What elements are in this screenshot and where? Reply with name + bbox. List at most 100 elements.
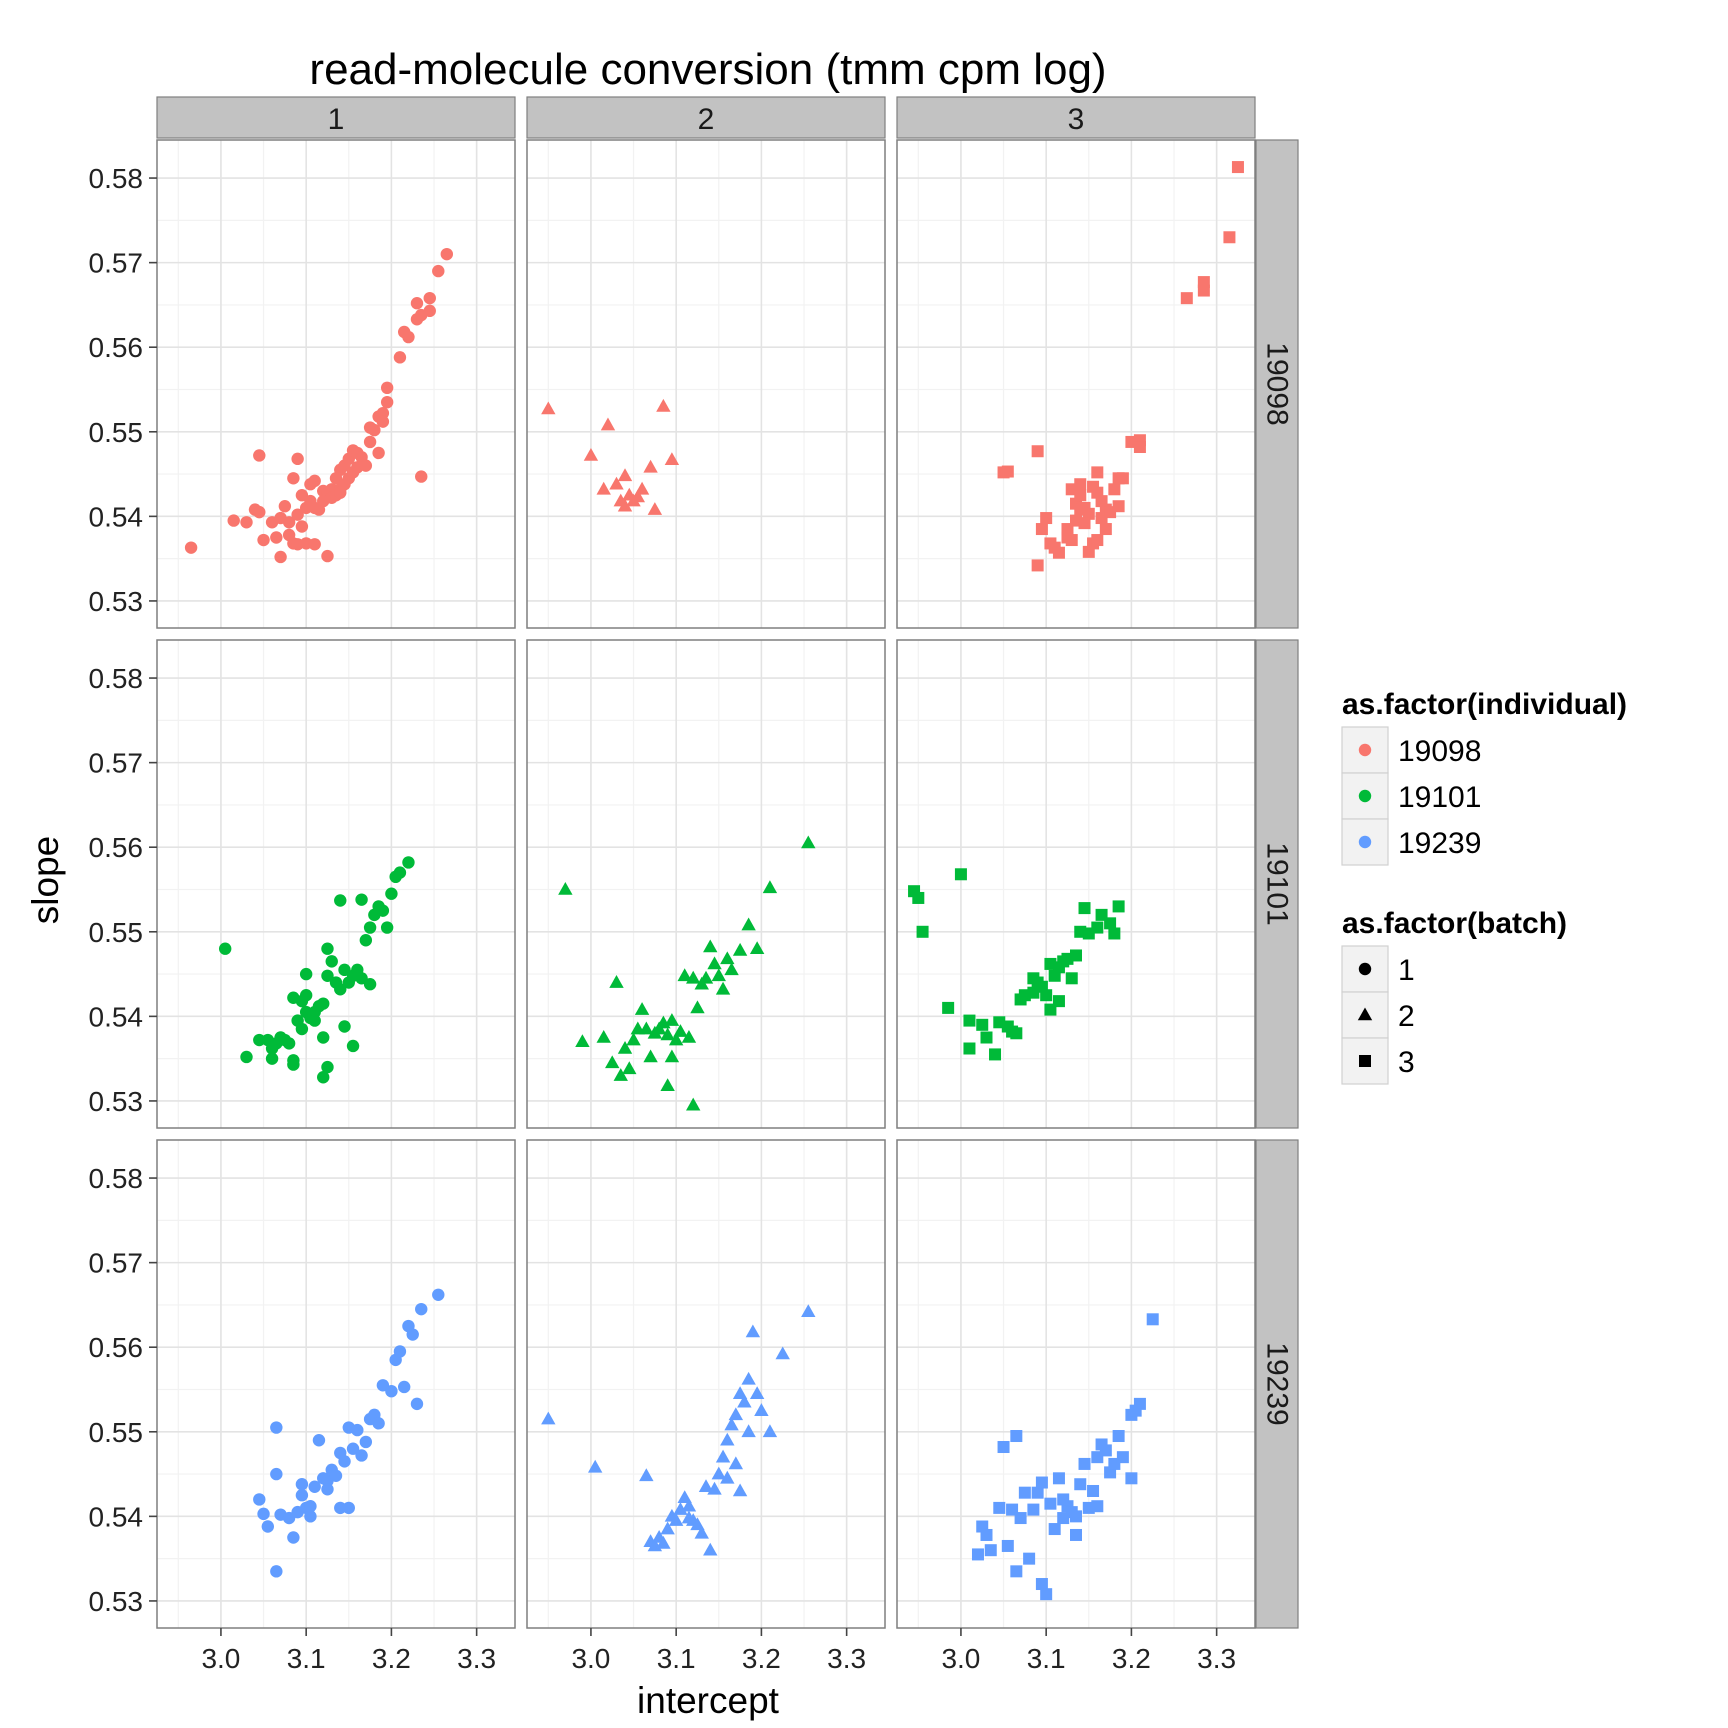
panel bbox=[896, 639, 1256, 1129]
data-point bbox=[334, 983, 347, 996]
data-point bbox=[270, 1467, 283, 1481]
data-point bbox=[351, 1423, 364, 1437]
data-point bbox=[1108, 483, 1121, 496]
data-point bbox=[261, 1520, 275, 1533]
data-point bbox=[617, 1040, 633, 1054]
panel-border bbox=[896, 1139, 1256, 1629]
data-point bbox=[1099, 523, 1112, 536]
data-point bbox=[587, 1459, 603, 1473]
data-point bbox=[647, 502, 663, 515]
data-point bbox=[1104, 917, 1117, 930]
x-tick-label: 3.0 bbox=[571, 1643, 610, 1674]
data-point bbox=[282, 516, 296, 529]
data-point bbox=[308, 1014, 321, 1027]
y-tick-label: 0.58 bbox=[89, 1163, 144, 1194]
data-point bbox=[287, 472, 300, 485]
data-point bbox=[299, 967, 313, 981]
data-point bbox=[1133, 441, 1146, 454]
legend-shape-label: 2 bbox=[1398, 1000, 1415, 1033]
facet-col-label: 2 bbox=[698, 103, 715, 136]
data-point bbox=[715, 981, 731, 995]
data-point bbox=[359, 934, 373, 947]
data-point bbox=[720, 1432, 735, 1446]
facet-col-label: 1 bbox=[328, 103, 345, 136]
data-point bbox=[402, 330, 415, 344]
data-point bbox=[741, 1371, 756, 1385]
data-point bbox=[686, 1097, 701, 1111]
panel bbox=[156, 1139, 516, 1629]
data-point bbox=[690, 1517, 705, 1531]
data-point bbox=[1231, 161, 1244, 174]
data-point bbox=[728, 1456, 744, 1470]
data-point bbox=[703, 1542, 718, 1556]
data-point bbox=[1031, 1486, 1044, 1499]
strip-background bbox=[1255, 1139, 1299, 1629]
data-point bbox=[227, 514, 240, 527]
data-point bbox=[423, 304, 436, 318]
data-point bbox=[1027, 1503, 1040, 1516]
data-point bbox=[359, 459, 373, 472]
strip-background bbox=[526, 96, 886, 139]
legend-shape-marker bbox=[1358, 962, 1372, 976]
y-tick-label: 0.56 bbox=[89, 332, 144, 363]
data-point bbox=[749, 941, 765, 955]
data-point bbox=[1070, 1510, 1082, 1523]
legend-shape-marker bbox=[1359, 1055, 1371, 1067]
legend-color-marker bbox=[1358, 789, 1372, 803]
data-point bbox=[1091, 1500, 1104, 1513]
data-point bbox=[376, 415, 390, 428]
x-tick-label: 3.2 bbox=[372, 1643, 411, 1674]
facet-row-label: 19239 bbox=[1261, 1342, 1294, 1425]
x-tick-label: 3.3 bbox=[827, 1643, 866, 1674]
y-tick-label: 0.56 bbox=[89, 1332, 144, 1363]
data-point bbox=[681, 1030, 697, 1043]
data-point bbox=[342, 1501, 355, 1515]
data-point bbox=[240, 1050, 253, 1064]
data-point bbox=[1048, 1523, 1061, 1536]
data-point bbox=[308, 474, 321, 488]
data-point bbox=[775, 1346, 790, 1360]
data-point bbox=[634, 481, 650, 495]
data-point bbox=[406, 1328, 419, 1341]
data-point bbox=[291, 508, 304, 521]
facet-strips: 1 2 3 19098 19101 19239 bbox=[156, 96, 1299, 1629]
y-axis-title: slope bbox=[25, 836, 66, 924]
x-axes: 3.0 3.1 3.2 3.3 3.0 3.1 3.2 3.3 3.0 3.1 3.2 3.3 bbox=[201, 1628, 1236, 1674]
data-point bbox=[321, 1483, 334, 1496]
data-point bbox=[737, 1394, 752, 1408]
data-point bbox=[639, 1021, 654, 1035]
legend-shape-title: as.factor(batch) bbox=[1342, 907, 1567, 940]
data-point bbox=[304, 1510, 317, 1523]
panel-background bbox=[527, 1140, 885, 1628]
data-point bbox=[295, 1489, 309, 1502]
data-point bbox=[1052, 995, 1065, 1008]
legend-shape-marker bbox=[1357, 1007, 1373, 1021]
data-point bbox=[1010, 1027, 1023, 1040]
data-point bbox=[295, 520, 309, 533]
data-point bbox=[707, 1481, 722, 1495]
data-point bbox=[1052, 1472, 1065, 1485]
x-tick-label: 3.1 bbox=[287, 1643, 326, 1674]
data-point bbox=[1074, 478, 1087, 491]
data-point bbox=[673, 1024, 688, 1037]
strip-background bbox=[156, 96, 516, 139]
panel bbox=[156, 639, 516, 1129]
y-tick-label: 0.57 bbox=[89, 748, 144, 779]
data-point bbox=[686, 970, 701, 984]
data-point bbox=[912, 891, 925, 904]
data-point bbox=[698, 1479, 714, 1493]
y-axes: 0.53 0.54 0.55 0.56 0.57 0.58 0.53 0.54 0.55 0.56… bbox=[89, 163, 157, 1617]
strip-background bbox=[1255, 639, 1299, 1129]
data-point bbox=[274, 550, 287, 564]
data-point bbox=[376, 904, 390, 917]
data-point bbox=[724, 962, 739, 976]
panel-border bbox=[526, 1139, 886, 1629]
y-tick-label: 0.55 bbox=[89, 1417, 144, 1448]
data-point bbox=[720, 1470, 735, 1484]
data-point bbox=[270, 531, 283, 544]
y-tick-label: 0.55 bbox=[89, 917, 144, 948]
panel-border bbox=[156, 639, 516, 1129]
data-point bbox=[312, 1434, 326, 1447]
panel-background bbox=[157, 1140, 515, 1628]
